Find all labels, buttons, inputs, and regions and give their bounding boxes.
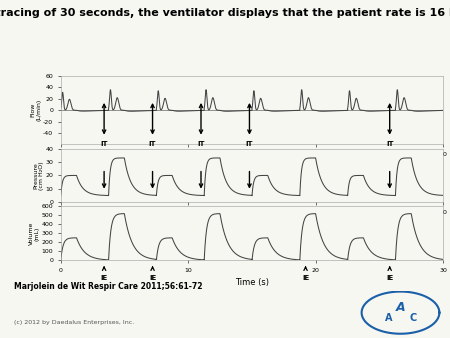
Text: During this tracing of 30 seconds, the ventilator displays that the patient rate: During this tracing of 30 seconds, the v… [0, 8, 450, 19]
Text: IT: IT [246, 141, 253, 147]
Text: IE: IE [100, 275, 108, 281]
Text: IE: IE [386, 275, 393, 281]
Text: IE: IE [302, 275, 309, 281]
Text: C: C [409, 313, 416, 323]
Y-axis label: Pressure
(cm H₂O): Pressure (cm H₂O) [33, 161, 44, 190]
Y-axis label: Flow
(L/min): Flow (L/min) [31, 99, 41, 121]
Text: (c) 2012 by Daedalus Enterprises, Inc.: (c) 2012 by Daedalus Enterprises, Inc. [14, 320, 134, 325]
Text: IT: IT [197, 141, 205, 147]
X-axis label: Time (s): Time (s) [235, 279, 269, 287]
Text: IE: IE [149, 275, 156, 281]
Y-axis label: Volume
(mL): Volume (mL) [29, 222, 40, 245]
Text: A: A [396, 301, 405, 314]
Text: IT: IT [100, 141, 108, 147]
Text: IT: IT [149, 141, 156, 147]
Text: Marjolein de Wit Respir Care 2011;56:61-72: Marjolein de Wit Respir Care 2011;56:61-… [14, 282, 202, 291]
Text: IT: IT [386, 141, 393, 147]
Text: A: A [385, 313, 392, 323]
